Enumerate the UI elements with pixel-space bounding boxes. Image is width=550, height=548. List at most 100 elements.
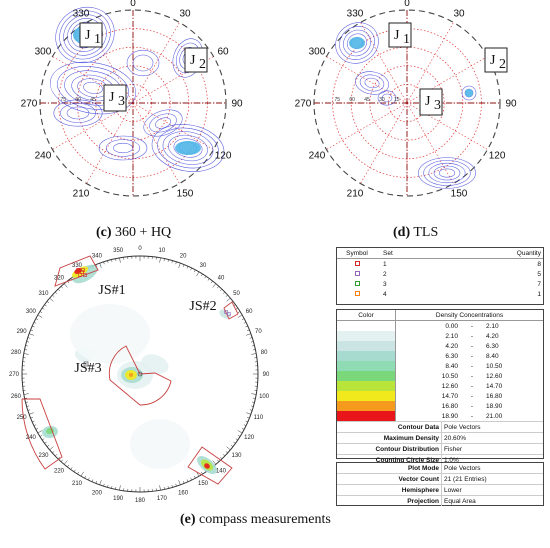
azimuth-tick	[103, 483, 105, 487]
azimuth-label: 260	[11, 394, 22, 400]
contour-line	[461, 85, 477, 101]
azimuth-tick	[25, 345, 28, 347]
azimuth-tick	[245, 420, 248, 423]
dip-tick-label: 60	[349, 97, 355, 103]
azimuth-tick	[171, 260, 173, 264]
azimuth-tick	[60, 459, 63, 462]
direction-label: 90	[231, 99, 243, 110]
azimuth-label: 250	[17, 415, 28, 421]
density-from: 8.40	[445, 362, 458, 370]
set-subscript: 2	[199, 57, 206, 72]
azimuth-tick	[84, 475, 86, 479]
density-patch	[141, 354, 169, 374]
density-sep: -	[470, 372, 474, 380]
azimuth-tick	[115, 486, 117, 490]
symbol-header: Symbol	[346, 249, 368, 257]
azimuth-tick	[241, 318, 245, 320]
set-number: 1	[383, 260, 387, 268]
prop-key: Counting Circle Size	[337, 454, 442, 465]
azimuth-label: 50	[233, 291, 240, 297]
azimuth-tick	[95, 480, 97, 484]
contour-line	[428, 162, 466, 184]
density-core	[175, 141, 201, 155]
set-label: J	[190, 53, 196, 68]
azimuth-tick	[163, 258, 165, 262]
azimuth-tick	[220, 288, 223, 292]
density-from: 2.10	[445, 332, 458, 340]
azimuth-line	[360, 22, 408, 104]
density-prop-row: Contour Data Pole Vectors	[337, 421, 543, 433]
azimuth-tick	[26, 341, 30, 343]
azimuth-tick	[204, 276, 207, 279]
density-row: 2.10 - 4.20	[337, 331, 543, 341]
set-box	[388, 22, 412, 48]
density-to: 4.20	[486, 332, 499, 340]
azimuth-tick	[39, 434, 43, 437]
prop-key: Maximum Density	[337, 432, 442, 444]
set-subscript: 2	[499, 57, 506, 72]
density-swatch	[337, 361, 396, 371]
contour-line	[132, 54, 154, 72]
density-row: 8.40 - 10.50	[337, 361, 543, 371]
density-sep: -	[470, 352, 474, 360]
azimuth-tick	[225, 451, 228, 454]
set-label-js1: JS#1	[98, 283, 125, 298]
plot-value: Lower	[444, 486, 462, 494]
density-row: 14.70 - 16.80	[337, 391, 543, 401]
prop-key: Contour Data	[337, 421, 442, 433]
azimuth-tick	[190, 267, 192, 271]
azimuth-tick	[91, 479, 94, 482]
contour-line	[98, 135, 148, 161]
azimuth-label: 290	[17, 329, 28, 335]
plot-info-row: Projection Equal Area	[337, 495, 543, 506]
azimuth-tick	[63, 460, 68, 465]
density-to: 18.90	[486, 402, 503, 410]
set-box	[484, 47, 508, 73]
direction-label: 210	[347, 189, 364, 200]
contour-line	[339, 26, 375, 60]
density-swatch	[337, 391, 396, 401]
azimuth-tick	[167, 486, 169, 489]
azimuth-line	[132, 22, 180, 104]
contour-line	[173, 138, 203, 158]
azimuth-tick	[178, 263, 181, 268]
pole-symbol	[80, 270, 84, 274]
azimuth-tick	[175, 261, 177, 265]
azimuth-tick	[163, 486, 165, 490]
azimuth-tick	[250, 341, 254, 343]
azimuth-tick	[222, 291, 226, 294]
azimuth-tick	[194, 475, 196, 479]
azimuth-tick	[190, 477, 192, 481]
azimuth-label: 230	[38, 453, 49, 459]
contour-line	[438, 168, 456, 178]
azimuth-label: 280	[11, 350, 22, 356]
azimuth-tick	[167, 259, 169, 262]
density-prop-row: Counting Circle Size 1.0%	[337, 454, 543, 465]
contour-line	[53, 99, 103, 127]
azimuth-label: 140	[216, 469, 227, 475]
set-number: 4	[383, 290, 387, 298]
azimuth-tick	[49, 446, 54, 451]
set-subscript: 3	[434, 98, 441, 113]
azimuth-label: 330	[72, 263, 83, 269]
density-contours	[335, 22, 477, 189]
stereonet-360-hq: 0306090120150180210240270300330756045301…	[21, 0, 243, 200]
pole-symbol	[83, 273, 87, 277]
density-row: 0.00 - 2.10	[337, 320, 543, 331]
density-to: 16.80	[486, 392, 503, 400]
azimuth-tick	[35, 428, 39, 430]
azimuth-tick	[26, 405, 30, 407]
set-label: J	[490, 53, 496, 68]
azimuth-tick	[194, 269, 196, 273]
azimuth-tick	[196, 471, 200, 477]
density-from: 10.50	[441, 372, 458, 380]
azimuth-tick	[183, 264, 185, 268]
direction-label: 330	[347, 8, 364, 19]
contour-line	[66, 106, 90, 120]
set-quantity: 8	[537, 260, 541, 268]
azimuth-tick	[159, 485, 161, 491]
azimuth-label: 270	[9, 372, 20, 378]
azimuth-tick	[52, 294, 55, 297]
azimuth-label: 10	[159, 248, 166, 254]
